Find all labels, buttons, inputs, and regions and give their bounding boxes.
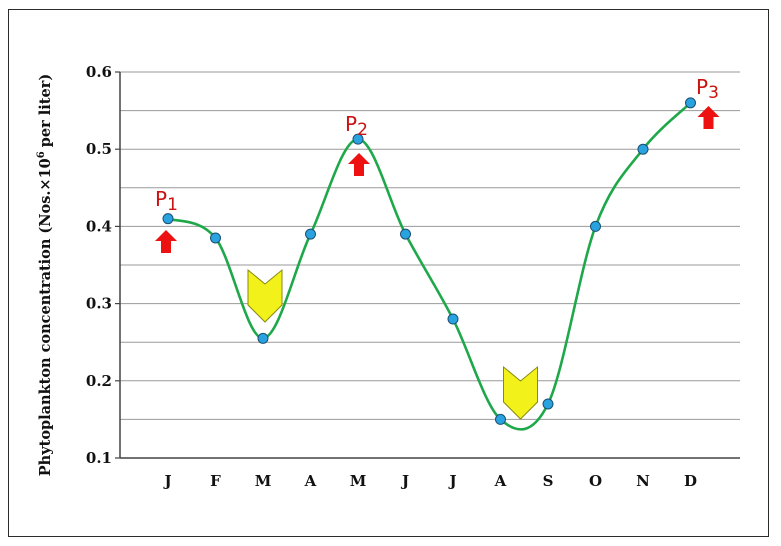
x-tick-label: J [447,472,456,490]
x-tick-label: N [636,472,650,490]
data-point [305,228,316,240]
x-tick-label: F [210,472,221,490]
data-point [162,213,174,225]
peak-up-arrow [348,153,370,176]
y-axis-label-tail: per liter) [37,74,54,148]
y-tick-label: 0.6 [86,63,112,81]
y-tick-label: 0.5 [86,140,112,158]
axes [115,71,740,459]
trough-down-arrow [503,365,538,420]
peak-label-number: 1 [167,195,178,215]
data-point [685,97,696,109]
y-tick-labels: 0.1 0.2 0.3 0.4 0.5 0.6 [86,63,112,467]
data-point [542,398,554,410]
peak-label-number: 3 [708,83,719,103]
data-point [400,228,411,240]
data-point [590,220,601,232]
peak-label-number: 2 [357,120,368,140]
peak-label: P1 [155,187,178,215]
y-tick-label: 0.2 [86,372,112,390]
data-point [495,413,506,425]
peak-label-letter: P [155,187,167,211]
x-tick-label: M [255,472,272,490]
y-axis-label: Phytoplankton concentration (Nos.×106 per… [36,74,54,476]
y-tick-label: 0.1 [86,449,112,467]
y-tick-label: 0.4 [86,217,112,235]
x-tick-label: J [400,472,409,490]
y-tick-label: 0.3 [86,295,112,313]
y-axis-label-superscript: 6 [36,151,47,158]
x-tick-label: M [350,472,367,490]
x-tick-label: A [304,472,317,490]
data-point [257,332,269,344]
data-point [210,232,221,244]
data-point [447,313,459,325]
peak-up-arrow [697,106,720,129]
peak-label: P3 [696,75,719,103]
x-tick-label: J [162,472,171,490]
data-points [162,97,696,425]
data-point [352,133,364,145]
peak-label-letter: P [345,112,357,136]
peak-label: P2 [345,112,368,140]
x-tick-label: S [543,472,554,490]
y-axis-label-main: Phytoplankton concentration (Nos.×10 [37,158,54,476]
x-tick-label: A [494,472,507,490]
data-point [637,143,649,155]
peak-label-letter: P [696,75,708,99]
annotation-arrows [155,106,720,420]
x-tick-label: D [684,472,697,490]
trough-down-arrow [247,268,283,323]
x-tick-label: O [589,472,602,490]
chart-frame [8,9,769,537]
grid-lines [120,71,740,420]
peak-up-arrow [155,230,177,253]
